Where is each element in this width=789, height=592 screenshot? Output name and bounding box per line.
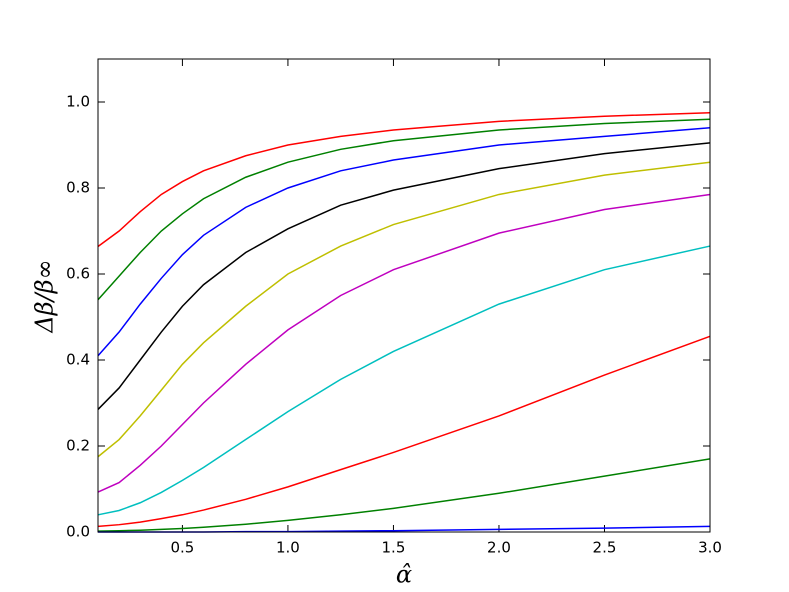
series-line <box>97 161 711 458</box>
series-line <box>98 525 711 533</box>
x-tick-label: 1.0 <box>276 539 300 557</box>
series-line <box>97 245 711 516</box>
series-line <box>97 118 711 301</box>
y-tick-label: 0.0 <box>66 523 90 541</box>
y-tick-label: 0.4 <box>66 351 90 369</box>
series-line <box>97 142 711 410</box>
x-tick-label: 3.0 <box>698 539 722 557</box>
x-tick-label: 2.5 <box>593 539 617 557</box>
y-tick-label: 0.6 <box>66 265 90 283</box>
series-line <box>97 127 711 357</box>
series-line <box>97 112 711 248</box>
x-axis-label: α̂ <box>396 561 412 589</box>
x-tick-label: 2.0 <box>487 539 511 557</box>
y-tick-label: 1.0 <box>66 93 90 111</box>
series-line <box>97 458 711 532</box>
x-tick-label: 0.5 <box>170 539 194 557</box>
plot-frame <box>97 58 711 533</box>
x-tick-label: 1.5 <box>382 539 406 557</box>
y-tick-label: 0.2 <box>66 437 90 455</box>
y-tick-label: 0.8 <box>66 179 90 197</box>
series-line <box>97 193 711 493</box>
series-line <box>97 335 711 528</box>
y-axis-label: Δβ/β∞ <box>31 259 59 333</box>
